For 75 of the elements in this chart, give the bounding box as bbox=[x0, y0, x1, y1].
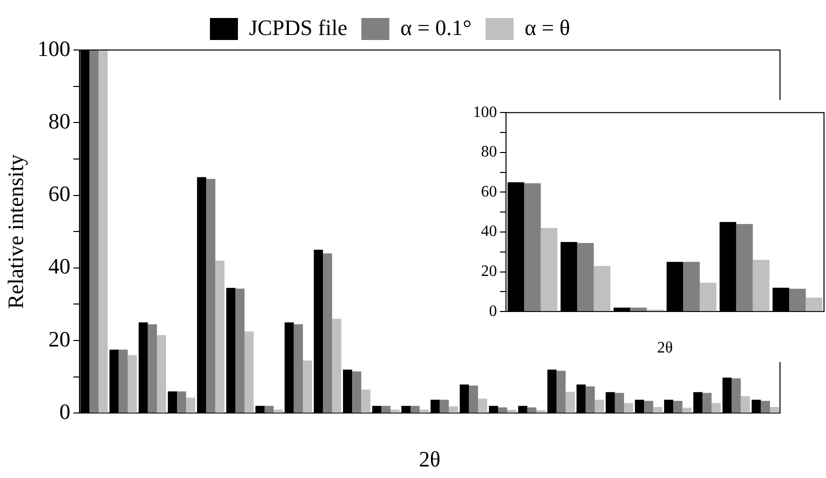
bar bbox=[556, 370, 566, 413]
y-tick-label: 80 bbox=[48, 108, 70, 134]
bar bbox=[448, 406, 458, 413]
y-tick-label: 40 bbox=[48, 254, 70, 279]
bar bbox=[740, 396, 750, 413]
x-axis-title: 2θ bbox=[657, 340, 673, 357]
bar bbox=[390, 410, 400, 413]
bar bbox=[524, 183, 541, 312]
bar bbox=[186, 398, 196, 413]
bar bbox=[614, 392, 624, 413]
legend-label: α = 0.1° bbox=[400, 14, 472, 40]
bar bbox=[468, 386, 478, 413]
y-tick-label: 0 bbox=[489, 302, 497, 320]
bar bbox=[527, 407, 536, 413]
bar bbox=[760, 400, 770, 413]
bar bbox=[770, 407, 780, 413]
bar bbox=[215, 260, 224, 413]
bar bbox=[332, 318, 342, 413]
bar bbox=[700, 282, 716, 312]
bar bbox=[177, 391, 186, 413]
bar bbox=[683, 262, 700, 312]
bar bbox=[644, 400, 654, 413]
bar bbox=[624, 403, 634, 413]
bar bbox=[586, 386, 595, 413]
bar bbox=[235, 288, 245, 413]
bar bbox=[128, 355, 137, 413]
y-tick-label: 0 bbox=[59, 398, 70, 424]
bar bbox=[98, 50, 108, 413]
bar bbox=[302, 360, 312, 413]
bar bbox=[206, 178, 216, 413]
bar bbox=[420, 410, 429, 413]
legend-label: JCPDS file bbox=[248, 14, 348, 40]
y-tick-label: 60 bbox=[481, 183, 497, 200]
y-tick-label: 100 bbox=[473, 104, 497, 121]
bar bbox=[752, 260, 770, 312]
bar bbox=[118, 350, 128, 413]
bar bbox=[630, 308, 647, 312]
bar bbox=[440, 400, 449, 413]
bar bbox=[789, 288, 806, 312]
bar bbox=[653, 407, 662, 413]
y-tick-label: 40 bbox=[481, 223, 497, 240]
y-tick-label: 20 bbox=[481, 263, 497, 280]
bar bbox=[322, 253, 332, 413]
bar bbox=[732, 378, 741, 413]
bar bbox=[244, 331, 254, 413]
y-tick-label: 100 bbox=[37, 36, 70, 61]
bar bbox=[498, 407, 508, 413]
y-tick-label: 80 bbox=[481, 144, 497, 161]
bar bbox=[540, 228, 558, 312]
bar bbox=[264, 406, 274, 413]
y-axis-title: Relative intensity bbox=[2, 154, 28, 309]
bar bbox=[673, 400, 682, 413]
bar bbox=[478, 398, 488, 413]
bar bbox=[712, 403, 721, 413]
bar bbox=[410, 406, 420, 413]
legend-label: α = θ bbox=[524, 14, 570, 40]
x-axis-title: 2θ bbox=[418, 446, 440, 472]
bar bbox=[702, 392, 712, 413]
bar bbox=[148, 324, 157, 413]
bar bbox=[577, 242, 594, 312]
y-tick-label: 60 bbox=[48, 181, 70, 206]
bar bbox=[594, 400, 604, 413]
bar bbox=[274, 410, 283, 413]
bar bbox=[806, 298, 822, 312]
y-tick-label: 20 bbox=[48, 326, 70, 352]
bar bbox=[566, 392, 575, 413]
bar bbox=[736, 224, 753, 312]
bar bbox=[294, 324, 303, 413]
bar bbox=[381, 406, 390, 413]
bar bbox=[89, 50, 99, 413]
bar bbox=[156, 335, 166, 413]
bar bbox=[594, 266, 610, 312]
bar bbox=[361, 390, 370, 413]
bar bbox=[352, 371, 362, 413]
bar bbox=[682, 408, 692, 413]
